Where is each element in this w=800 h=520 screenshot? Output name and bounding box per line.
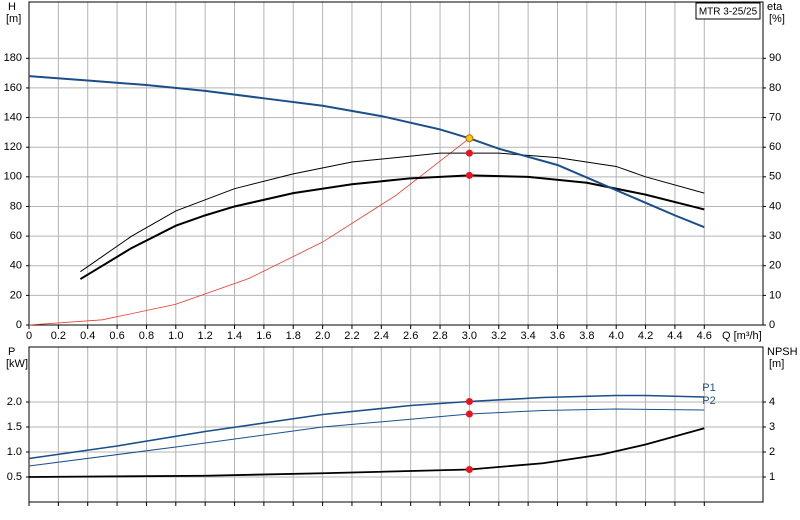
x-tick-label: 3.8 <box>579 330 594 342</box>
curve <box>28 427 705 478</box>
y-tick-label: 80 <box>10 200 22 212</box>
x-tick-label: 4.2 <box>638 330 653 342</box>
x-tick-label: 0.6 <box>109 330 124 342</box>
x-tick-label: 3.6 <box>550 330 565 342</box>
x-tick-label: 3.2 <box>491 330 506 342</box>
curve <box>80 152 705 273</box>
y2-tick-label: 3 <box>769 421 775 433</box>
y-tick-label: 20 <box>10 289 22 301</box>
y-tick-label: 1.5 <box>7 421 22 433</box>
y-tick-label: 160 <box>4 82 22 94</box>
y2-tick-label: 50 <box>769 171 781 183</box>
y2-axis-unit: [%] <box>769 13 785 25</box>
x-tick-label: 2.6 <box>403 330 418 342</box>
x-tick-label: 1.0 <box>168 330 183 342</box>
x-tick-label: 1.4 <box>227 330 242 342</box>
x-tick-label: 4.0 <box>609 330 624 342</box>
curve-label: P2 <box>702 395 715 407</box>
x-tick-label: 1.2 <box>198 330 213 342</box>
x-tick-label: 2.8 <box>432 330 447 342</box>
x-axis-label: Q [m³/h] <box>722 330 762 342</box>
y2-tick-label: 4 <box>769 396 775 408</box>
curve <box>28 75 705 229</box>
y2-tick-label: 30 <box>769 230 781 242</box>
y-tick-label: 60 <box>10 230 22 242</box>
operating-point <box>465 134 474 143</box>
operating-point <box>465 149 473 157</box>
y-tick-label: 100 <box>4 171 22 183</box>
x-tick-label: 4.6 <box>697 330 712 342</box>
curve-label: P1 <box>702 382 715 394</box>
y2-tick-label: 1 <box>769 471 775 483</box>
x-tick-label: 4.4 <box>667 330 682 342</box>
curve <box>28 137 470 326</box>
x-tick-label: 3.4 <box>520 330 535 342</box>
y2-tick-label: 90 <box>769 52 781 64</box>
x-tick-label: 2.2 <box>344 330 359 342</box>
x-tick-label: 2.4 <box>374 330 389 342</box>
y2-tick-label: 70 <box>769 111 781 123</box>
plot-frame <box>28 1 764 326</box>
y-tick-label: 0 <box>16 319 22 331</box>
y2-tick-label: 2 <box>769 446 775 458</box>
y2-tick-label: 20 <box>769 260 781 272</box>
y2-tick-label: 0 <box>769 319 775 331</box>
y2-axis-label: eta <box>767 1 783 13</box>
x-tick-label: 3.0 <box>462 330 477 342</box>
y-tick-label: 1.0 <box>7 446 22 458</box>
operating-point <box>465 171 473 179</box>
curve <box>28 394 705 460</box>
x-tick-label: 2.0 <box>315 330 330 342</box>
y2-axis-label: NPSH <box>767 346 798 358</box>
x-tick-label: 1.8 <box>286 330 301 342</box>
curve <box>79 174 705 280</box>
y-tick-label: 140 <box>4 111 22 123</box>
x-tick-label: 0 <box>26 330 32 342</box>
y-axis-label: P <box>8 346 15 358</box>
model-box <box>695 2 761 20</box>
y-axis-label: H <box>8 1 16 13</box>
operating-point <box>465 398 473 405</box>
y2-tick-label: 80 <box>769 82 781 94</box>
operating-point <box>465 410 473 418</box>
y-tick-label: 0.5 <box>7 471 22 483</box>
y-tick-label: 180 <box>4 52 22 64</box>
y2-tick-label: 10 <box>769 289 781 301</box>
x-tick-label: 0.8 <box>139 330 154 342</box>
operating-point <box>465 466 473 473</box>
curve <box>28 408 705 467</box>
y-tick-label: 40 <box>10 260 22 272</box>
x-tick-label: 0.4 <box>80 330 95 342</box>
y2-tick-label: 40 <box>769 200 781 212</box>
y-tick-label: 120 <box>4 141 22 153</box>
model-label: MTR 3-25/25 <box>699 7 758 18</box>
y-axis-unit: [m] <box>6 13 21 25</box>
x-tick-label: 1.6 <box>256 330 271 342</box>
y-axis-unit: [kW] <box>6 358 28 370</box>
y2-axis-unit: [m] <box>769 358 784 370</box>
y-tick-label: 2.0 <box>7 396 22 408</box>
x-tick-label: 0.2 <box>51 330 66 342</box>
plot-frame <box>28 346 764 503</box>
y2-tick-label: 60 <box>769 141 781 153</box>
